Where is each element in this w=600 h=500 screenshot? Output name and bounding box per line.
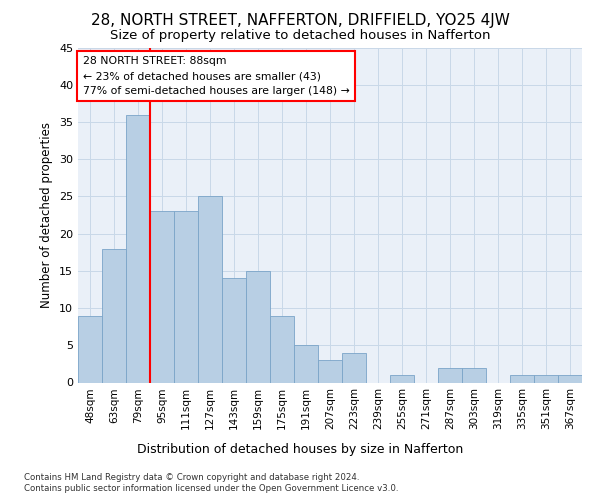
Bar [511,375,533,382]
Bar [343,352,365,382]
Bar [271,316,293,382]
Bar [319,360,341,382]
Bar [175,212,197,382]
Text: Distribution of detached houses by size in Nafferton: Distribution of detached houses by size … [137,442,463,456]
Text: Contains public sector information licensed under the Open Government Licence v3: Contains public sector information licen… [24,484,398,493]
Bar [463,368,485,382]
Text: Contains HM Land Registry data © Crown copyright and database right 2024.: Contains HM Land Registry data © Crown c… [24,472,359,482]
Text: 28 NORTH STREET: 88sqm
← 23% of detached houses are smaller (43)
77% of semi-det: 28 NORTH STREET: 88sqm ← 23% of detached… [83,56,350,96]
Text: Size of property relative to detached houses in Nafferton: Size of property relative to detached ho… [110,29,490,42]
Bar [247,271,269,382]
Bar [199,196,221,382]
Bar [295,346,317,383]
Bar [535,375,557,382]
Text: 28, NORTH STREET, NAFFERTON, DRIFFIELD, YO25 4JW: 28, NORTH STREET, NAFFERTON, DRIFFIELD, … [91,12,509,28]
Bar [127,114,149,382]
Y-axis label: Number of detached properties: Number of detached properties [40,122,53,308]
Bar [439,368,461,382]
Bar [79,316,101,382]
Bar [223,278,245,382]
Bar [559,375,581,382]
Bar [391,375,413,382]
Bar [103,248,125,382]
Bar [151,212,173,382]
